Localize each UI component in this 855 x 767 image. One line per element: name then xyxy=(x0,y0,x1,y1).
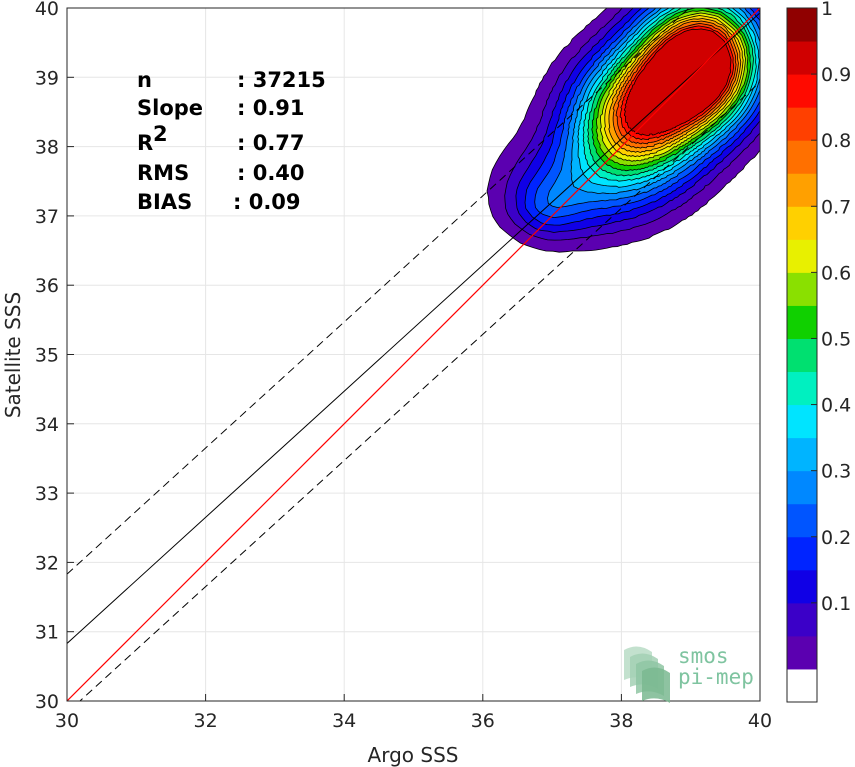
x-tick-label: 34 xyxy=(332,710,356,732)
colorbar-tick-label: 0.7 xyxy=(821,196,851,218)
colorbar-frame xyxy=(786,7,818,703)
y-tick-label: 40 xyxy=(35,0,59,20)
y-tick-label: 39 xyxy=(35,67,59,89)
colorbar: 0.1 0.2 0.3 0.4 0.5 0.6 0.7 0.8 0.9 1 xyxy=(786,0,851,703)
upper-bound-line xyxy=(67,8,690,575)
lower-bound-line xyxy=(79,81,760,701)
y-tick-label: 32 xyxy=(35,552,59,574)
y-tick-label: 34 xyxy=(35,414,59,436)
colorbar-segment xyxy=(787,503,817,538)
y-tick-label: 30 xyxy=(35,691,59,713)
stat-value: : 0.91 xyxy=(237,96,305,120)
colorbar-segment xyxy=(787,404,817,439)
colorbar-segment xyxy=(787,569,817,604)
colorbar-segment xyxy=(787,140,817,174)
colorbar-segment xyxy=(787,602,817,637)
stat-label: RMS xyxy=(137,161,189,185)
x-axis-label: Argo SSS xyxy=(368,743,459,767)
stat-value: : 0.40 xyxy=(237,161,305,185)
stat-label: R xyxy=(137,131,153,155)
identity-line xyxy=(67,8,760,701)
colorbar-tick-label: 0.3 xyxy=(821,461,851,483)
stat-label: BIAS xyxy=(137,190,192,214)
density-level-19 xyxy=(623,28,732,136)
stat-label: n xyxy=(137,68,152,92)
colorbar-tick-label: 0.6 xyxy=(821,262,851,284)
y-tick-label: 36 xyxy=(35,275,59,297)
colorbar-segment xyxy=(787,371,817,406)
y-tick-label: 38 xyxy=(35,137,59,159)
logo-text-smos: smos xyxy=(678,644,729,668)
logo-wave-shape xyxy=(642,667,670,703)
regression-line xyxy=(67,12,760,644)
colorbar-segment xyxy=(787,206,817,240)
stat-superscript: 2 xyxy=(153,122,168,146)
x-tick-label: 40 xyxy=(748,710,772,732)
colorbar-segment xyxy=(787,437,817,472)
colorbar-tick-label: 0.4 xyxy=(821,395,851,417)
colorbar-segment xyxy=(787,338,817,373)
colorbar-tick-label: 0.9 xyxy=(821,64,851,86)
colorbar-segment xyxy=(787,635,817,670)
colorbar-segment xyxy=(787,305,817,339)
colorbar-tick-label: 1 xyxy=(821,0,833,20)
y-axis-label: Satellite SSS xyxy=(1,292,25,418)
y-axis-ticks: 30 31 32 33 34 35 36 37 38 39 40 xyxy=(35,0,74,713)
colorbar-tick-label: 0.1 xyxy=(821,593,851,615)
y-tick-label: 35 xyxy=(35,345,59,367)
logo-text-pi-mep: pi-mep xyxy=(678,665,754,689)
stat-value: : 0.09 xyxy=(233,190,301,214)
density-contours xyxy=(486,8,760,253)
stat-value: : 37215 xyxy=(237,68,326,92)
reference-lines xyxy=(67,8,760,701)
x-axis-ticks: 30 32 34 36 38 40 xyxy=(55,694,772,732)
stats-annotation: n : 37215 Slope : 0.91 R 2 : 0.77 RMS : 0.40 BIAS… xyxy=(137,68,326,214)
grid-lines xyxy=(66,7,761,702)
y-tick-label: 31 xyxy=(35,622,59,644)
colorbar-segment xyxy=(787,8,817,42)
colorbar-segment xyxy=(787,668,817,703)
x-tick-label: 38 xyxy=(609,710,633,732)
colorbar-segment xyxy=(787,272,817,306)
colorbar-segment xyxy=(787,107,817,141)
colorbar-segment xyxy=(787,41,817,75)
stat-label: Slope xyxy=(137,96,203,120)
colorbar-tick-label: 0.5 xyxy=(821,328,851,350)
y-tick-label: 37 xyxy=(35,206,59,228)
colorbar-tick-label: 0.8 xyxy=(821,130,851,152)
colorbar-segment xyxy=(787,470,817,505)
colorbar-segment xyxy=(787,536,817,571)
colorbar-tick-label: 0.2 xyxy=(821,527,851,549)
stat-value: : 0.77 xyxy=(237,131,305,155)
y-tick-label: 33 xyxy=(35,483,59,505)
x-tick-label: 30 xyxy=(55,710,79,732)
colorbar-segment xyxy=(787,239,817,273)
colorbar-segment xyxy=(787,173,817,207)
x-tick-label: 32 xyxy=(194,710,218,732)
x-tick-label: 36 xyxy=(471,710,495,732)
colorbar-segment xyxy=(787,74,817,108)
